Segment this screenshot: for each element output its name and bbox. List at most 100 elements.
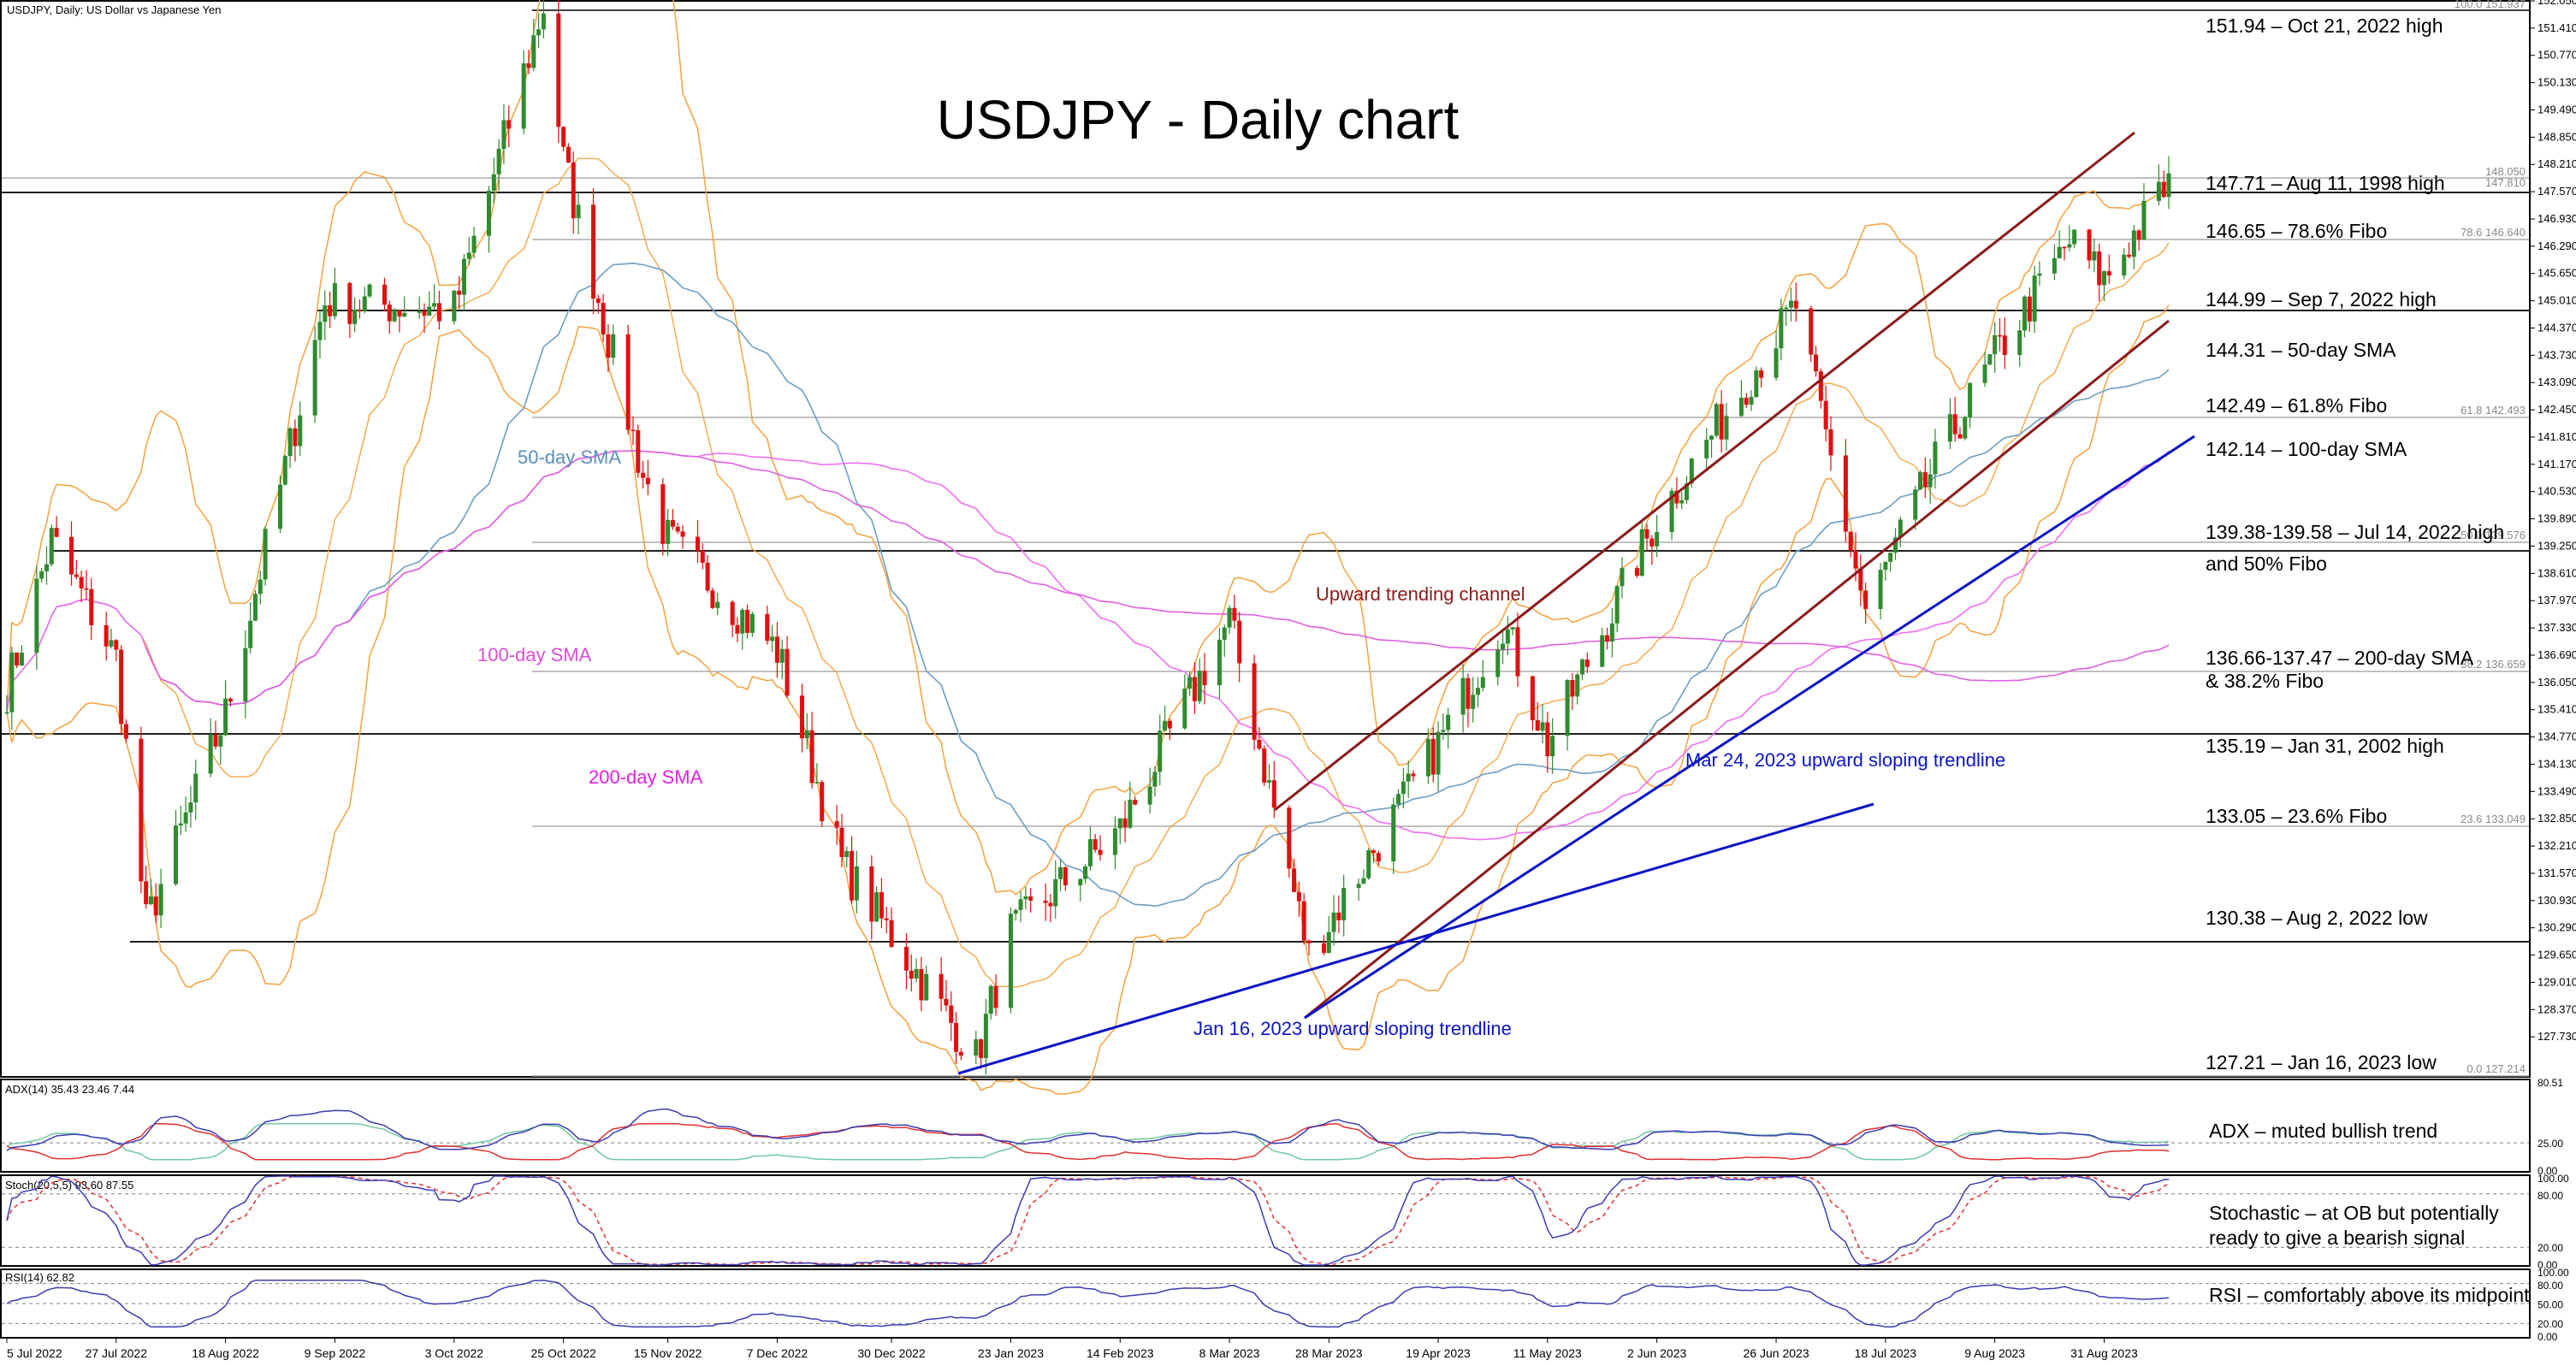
candle-body (1634, 568, 1639, 577)
y-tick-label: 139.250 (2538, 539, 2576, 552)
candle-body (1744, 398, 1749, 405)
candle-body (1321, 943, 1326, 954)
candle-body (2166, 173, 2171, 198)
candle-body (1997, 334, 2002, 337)
candle-body (1649, 538, 1655, 547)
candle-body (89, 588, 94, 625)
candle-body (1336, 912, 1341, 920)
x-tick-label: 23 Jan 2023 (978, 1346, 1044, 1360)
candle-body (541, 13, 546, 30)
candle-body (1535, 719, 1540, 731)
candle-body (2127, 254, 2132, 257)
candle-body (422, 310, 427, 316)
candle-body (357, 310, 362, 311)
candle-body (804, 730, 809, 739)
candle-body (1436, 731, 1441, 775)
candle-body (427, 306, 432, 316)
candle-body (949, 1005, 954, 1023)
candle-body (645, 477, 650, 485)
candle-body (1704, 440, 1709, 458)
candle-body (2052, 257, 2057, 274)
candle-body (1580, 659, 1585, 675)
candle-body (496, 148, 501, 174)
candle-body (740, 609, 745, 634)
y-tick-label: 152.050 (2538, 0, 2576, 7)
candle-body (1545, 722, 1550, 757)
y-tick-label: 137.330 (2538, 621, 2576, 634)
candle-body (670, 519, 675, 527)
y-tick-label: 128.370 (2538, 1002, 2576, 1015)
candle-body (1391, 804, 1396, 862)
candle-body (54, 528, 59, 537)
candle-body (2101, 270, 2106, 286)
x-tick-label: 9 Sep 2022 (305, 1346, 366, 1360)
candle-body (1222, 627, 1227, 640)
candle-body (879, 892, 884, 919)
main-panel-frame (0, 0, 2531, 1078)
candle-body (1098, 849, 1103, 855)
candle-body (680, 531, 685, 537)
candle-body (1793, 300, 1798, 309)
x-tick-label: 7 Dec 2022 (747, 1346, 808, 1360)
y-tick-label: 132.850 (2538, 812, 2576, 825)
candle-body (1083, 866, 1088, 879)
candle-body (1878, 570, 1883, 609)
candle-body (317, 322, 323, 340)
candle-body (1709, 435, 1714, 441)
level-label-38-fibo: & 38.2% Fibo (2206, 670, 2324, 692)
candle-body (1476, 688, 1481, 695)
stoch-note-line1: Stochastic – at OB but potentially (2209, 1202, 2499, 1224)
candle-body (834, 821, 839, 828)
x-tick-label: 3 Oct 2022 (425, 1346, 484, 1360)
candle-body (287, 428, 293, 457)
candle-body (1679, 500, 1685, 504)
candle-body (1252, 663, 1257, 740)
candle-body (1828, 429, 1833, 456)
candle-body (1287, 807, 1292, 869)
candle-body (501, 120, 506, 149)
candle-body (69, 536, 74, 575)
rsi-tick-label: 20.00 (2538, 1318, 2563, 1330)
candle-body (526, 63, 531, 68)
candle-body (1883, 561, 1888, 571)
candle-body (1128, 800, 1133, 828)
candle-body (2067, 244, 2072, 248)
candle-body (1023, 896, 1028, 900)
candle-body (1724, 416, 1729, 440)
y-tick-label: 130.930 (2538, 894, 2576, 907)
candle-body (774, 636, 779, 663)
candle-body (715, 601, 720, 608)
candle-body (1013, 909, 1018, 914)
x-tick-label: 15 Nov 2022 (634, 1346, 702, 1360)
candle-body (1306, 940, 1312, 943)
candle-body (1738, 398, 1744, 417)
x-tick-label: 25 Oct 2022 (530, 1346, 595, 1360)
adx-line (6, 1108, 2170, 1151)
candle-body (153, 896, 158, 916)
candle-body (213, 734, 218, 747)
y-tick-label: 134.770 (2538, 730, 2576, 743)
chart-title: USDJPY - Daily chart (937, 89, 1460, 151)
y-tick-label: 145.650 (2538, 267, 2576, 280)
candle-body (1371, 850, 1377, 854)
y-tick-label: 134.130 (2538, 757, 2576, 770)
candle-body (417, 310, 422, 313)
candle-body (1858, 568, 1863, 591)
candle-body (2017, 330, 2022, 355)
candle-body (1227, 607, 1232, 628)
candle-body (1401, 781, 1406, 795)
candle-body (606, 334, 611, 358)
candle-body (735, 624, 740, 634)
candle-body (298, 415, 303, 446)
candle-body (705, 562, 710, 591)
candle-body (1043, 900, 1048, 903)
candle-body (854, 866, 859, 901)
candle-body (749, 613, 755, 633)
x-tick-label: 26 Jun 2023 (1744, 1346, 1809, 1360)
trendline-jan-annotation: Jan 16, 2023 upward sloping trendline (1193, 1018, 1512, 1039)
candle-body (939, 973, 944, 999)
x-tick-label: 19 Apr 2023 (1406, 1346, 1471, 1360)
candle-body (1575, 674, 1580, 697)
candle-body (1605, 635, 1610, 642)
candle-body (631, 429, 636, 432)
